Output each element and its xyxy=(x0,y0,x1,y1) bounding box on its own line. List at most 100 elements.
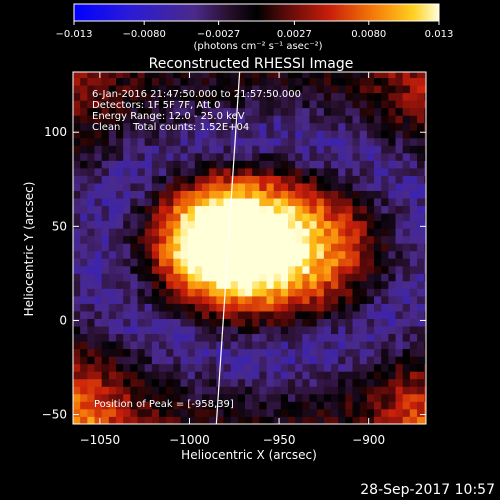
heatmap-cell xyxy=(331,265,339,274)
heatmap-cell xyxy=(223,137,232,146)
heatmap-cell xyxy=(381,115,389,124)
heatmap-cell xyxy=(87,168,95,176)
heatmap-cell xyxy=(130,363,138,372)
heatmap-cell xyxy=(252,250,260,259)
heatmap-cell xyxy=(223,107,232,116)
heatmap-cell xyxy=(316,137,325,146)
heatmap-cell xyxy=(288,92,296,101)
heatmap-cell xyxy=(252,273,260,282)
heatmap-cell xyxy=(166,408,174,417)
heatmap-cell xyxy=(73,72,81,79)
heatmap-cell xyxy=(381,363,389,372)
heatmap-cell xyxy=(237,235,246,244)
heatmap-cell xyxy=(381,273,389,282)
heatmap-cell xyxy=(80,85,88,94)
heatmap-cell xyxy=(237,356,246,365)
heatmap-cell xyxy=(381,416,389,424)
heatmap-cell xyxy=(417,243,425,252)
heatmap-cell xyxy=(266,318,275,327)
heatmap-cell xyxy=(73,333,81,342)
heatmap-cell xyxy=(259,386,267,395)
heatmap-cell xyxy=(209,72,217,79)
heatmap-cell xyxy=(273,265,282,274)
heatmap-cell xyxy=(359,303,368,312)
heatmap-cell xyxy=(424,130,426,139)
heatmap-cell xyxy=(252,371,260,380)
heatmap-cell xyxy=(166,160,174,169)
heatmap-cell xyxy=(245,145,253,154)
heatmap-cell xyxy=(381,348,389,357)
heatmap-cell xyxy=(180,205,189,214)
heatmap-cell xyxy=(417,393,425,402)
heatmap-cell xyxy=(388,333,396,342)
heatmap-cell xyxy=(108,72,117,79)
heatmap-cell xyxy=(309,122,318,131)
heatmap-cell xyxy=(295,92,303,101)
heatmap-cell xyxy=(266,115,275,124)
heatmap-cell xyxy=(101,401,110,410)
heatmap-cell xyxy=(73,137,81,146)
heatmap-cell xyxy=(73,318,81,327)
heatmap-cell xyxy=(159,235,167,244)
heatmap-cell xyxy=(424,318,426,327)
heatmap-cell xyxy=(374,190,382,199)
heatmap-cell xyxy=(116,273,124,282)
heatmap-cell xyxy=(101,280,110,289)
heatmap-cell xyxy=(295,107,303,116)
heatmap-cell xyxy=(245,401,253,410)
heatmap-cell xyxy=(252,416,260,424)
heatmap-cell xyxy=(223,122,232,131)
heatmap-cell xyxy=(259,228,267,237)
heatmap-cell xyxy=(73,205,81,214)
heatmap-cell xyxy=(366,363,375,372)
heatmap-cell xyxy=(402,378,411,387)
heatmap-cell xyxy=(374,77,382,86)
heatmap-cell xyxy=(151,408,160,417)
heatmap-cell xyxy=(309,100,318,109)
heatmap-cell xyxy=(295,288,303,297)
heatmap-cell xyxy=(417,318,425,327)
heatmap-cell xyxy=(173,311,181,319)
heatmap-cell xyxy=(187,160,196,169)
heatmap-cell xyxy=(223,168,232,176)
heatmap-cell xyxy=(108,386,117,395)
heatmap-cell xyxy=(280,72,289,79)
heatmap-cell xyxy=(366,243,375,252)
heatmap-cell xyxy=(151,371,160,380)
heatmap-cell xyxy=(94,160,103,169)
heatmap-cell xyxy=(331,401,339,410)
heatmap-cell xyxy=(345,296,353,304)
heatmap-cell xyxy=(108,213,117,222)
heatmap-cell xyxy=(230,303,239,312)
heatmap-cell xyxy=(245,326,253,335)
heatmap-cell xyxy=(352,107,361,116)
heatmap-cell xyxy=(202,280,210,289)
heatmap-cell xyxy=(80,378,88,387)
heatmap-cell xyxy=(180,228,189,237)
heatmap-cell xyxy=(424,288,426,297)
heatmap-cell xyxy=(345,235,353,244)
heatmap-cell xyxy=(123,341,131,350)
heatmap-cell xyxy=(288,190,296,199)
heatmap-cell xyxy=(237,333,246,342)
heatmap-cell xyxy=(374,198,382,207)
heatmap-cell xyxy=(237,152,246,161)
heatmap-cell xyxy=(409,220,418,229)
heatmap-cell xyxy=(295,318,303,327)
heatmap-cell xyxy=(230,175,239,184)
heatmap-cell xyxy=(252,326,260,335)
heatmap-cell xyxy=(116,145,124,154)
heatmap-cell xyxy=(87,378,95,387)
heatmap-cell xyxy=(130,416,138,424)
heatmap-cell xyxy=(87,273,95,282)
heatmap-cell xyxy=(409,175,418,184)
heatmap-cell xyxy=(108,190,117,199)
heatmap-cell xyxy=(409,145,418,154)
heatmap-cell xyxy=(352,386,361,395)
heatmap-cell xyxy=(331,311,339,319)
heatmap-cell xyxy=(252,213,260,222)
heatmap-cell xyxy=(123,190,131,199)
heatmap-cell xyxy=(130,288,138,297)
heatmap-cell xyxy=(338,72,346,79)
heatmap-cell xyxy=(230,408,239,417)
